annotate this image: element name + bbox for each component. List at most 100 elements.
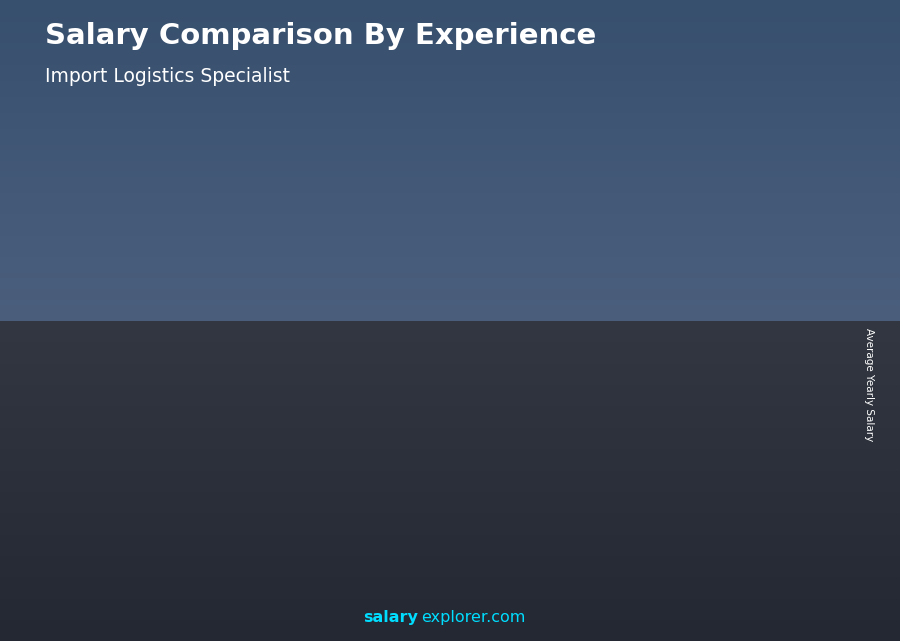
Bar: [147, 439, 149, 564]
Bar: [722, 251, 723, 564]
Bar: [489, 290, 491, 564]
Bar: [132, 439, 134, 564]
Bar: [749, 251, 751, 564]
Bar: [169, 439, 171, 564]
Bar: [535, 290, 536, 564]
Bar: [150, 439, 152, 564]
Bar: [133, 439, 135, 564]
Polygon shape: [464, 282, 544, 290]
Bar: [149, 439, 150, 564]
Bar: [705, 251, 706, 564]
Bar: [238, 403, 239, 564]
Bar: [131, 439, 132, 564]
Bar: [613, 271, 615, 564]
Bar: [527, 290, 529, 564]
Bar: [143, 439, 145, 564]
Bar: [389, 343, 391, 564]
Bar: [648, 271, 650, 564]
Bar: [467, 290, 469, 564]
Bar: [246, 403, 247, 564]
Text: Average Yearly Salary: Average Yearly Salary: [863, 328, 874, 441]
Bar: [117, 439, 118, 564]
Bar: [605, 271, 606, 564]
Bar: [631, 271, 633, 564]
Bar: [706, 251, 708, 564]
Bar: [620, 271, 622, 564]
Bar: [594, 271, 595, 564]
Bar: [290, 403, 292, 564]
Bar: [265, 403, 266, 564]
Bar: [115, 439, 117, 564]
Bar: [742, 251, 743, 564]
Bar: [375, 343, 377, 564]
Bar: [142, 439, 143, 564]
Bar: [349, 343, 351, 564]
Bar: [473, 290, 474, 564]
Bar: [368, 343, 370, 564]
Bar: [487, 290, 488, 564]
Bar: [258, 403, 260, 564]
Bar: [614, 271, 616, 564]
Text: +24%: +24%: [411, 260, 469, 278]
Bar: [250, 403, 252, 564]
Bar: [158, 439, 159, 564]
Bar: [770, 251, 771, 564]
Bar: [587, 271, 588, 564]
Bar: [399, 343, 400, 564]
Bar: [343, 343, 345, 564]
Bar: [472, 290, 473, 564]
Bar: [531, 290, 533, 564]
Bar: [346, 343, 348, 564]
Bar: [229, 403, 230, 564]
Bar: [647, 271, 648, 564]
Bar: [270, 403, 271, 564]
Bar: [532, 290, 534, 564]
Bar: [774, 251, 776, 564]
Bar: [357, 343, 359, 564]
Bar: [724, 251, 725, 564]
Bar: [495, 290, 496, 564]
Bar: [718, 251, 719, 564]
Bar: [759, 251, 760, 564]
Bar: [494, 290, 495, 564]
Bar: [257, 403, 259, 564]
Bar: [105, 439, 107, 564]
Bar: [402, 343, 403, 564]
Bar: [519, 290, 520, 564]
Bar: [652, 271, 654, 564]
Bar: [765, 251, 766, 564]
Bar: [738, 251, 740, 564]
Bar: [118, 439, 119, 564]
Bar: [621, 271, 623, 564]
Bar: [736, 251, 737, 564]
Bar: [367, 343, 369, 564]
Bar: [711, 251, 712, 564]
Bar: [512, 290, 513, 564]
Bar: [474, 290, 476, 564]
Bar: [737, 251, 739, 564]
Bar: [468, 290, 470, 564]
Bar: [716, 19, 759, 87]
Bar: [637, 271, 638, 564]
Bar: [528, 290, 530, 564]
Text: +29%: +29%: [170, 364, 229, 382]
Bar: [734, 251, 735, 564]
Bar: [353, 343, 355, 564]
Bar: [264, 403, 265, 564]
Bar: [506, 290, 508, 564]
Bar: [251, 403, 253, 564]
Bar: [590, 271, 591, 564]
Bar: [249, 403, 250, 564]
Bar: [256, 403, 257, 564]
Bar: [599, 271, 601, 564]
Bar: [254, 403, 256, 564]
Bar: [140, 439, 141, 564]
Bar: [168, 439, 170, 564]
Bar: [386, 343, 388, 564]
Bar: [589, 271, 590, 564]
Bar: [606, 271, 608, 564]
Bar: [407, 343, 409, 564]
Bar: [477, 290, 478, 564]
Bar: [146, 439, 147, 564]
Bar: [584, 271, 586, 564]
